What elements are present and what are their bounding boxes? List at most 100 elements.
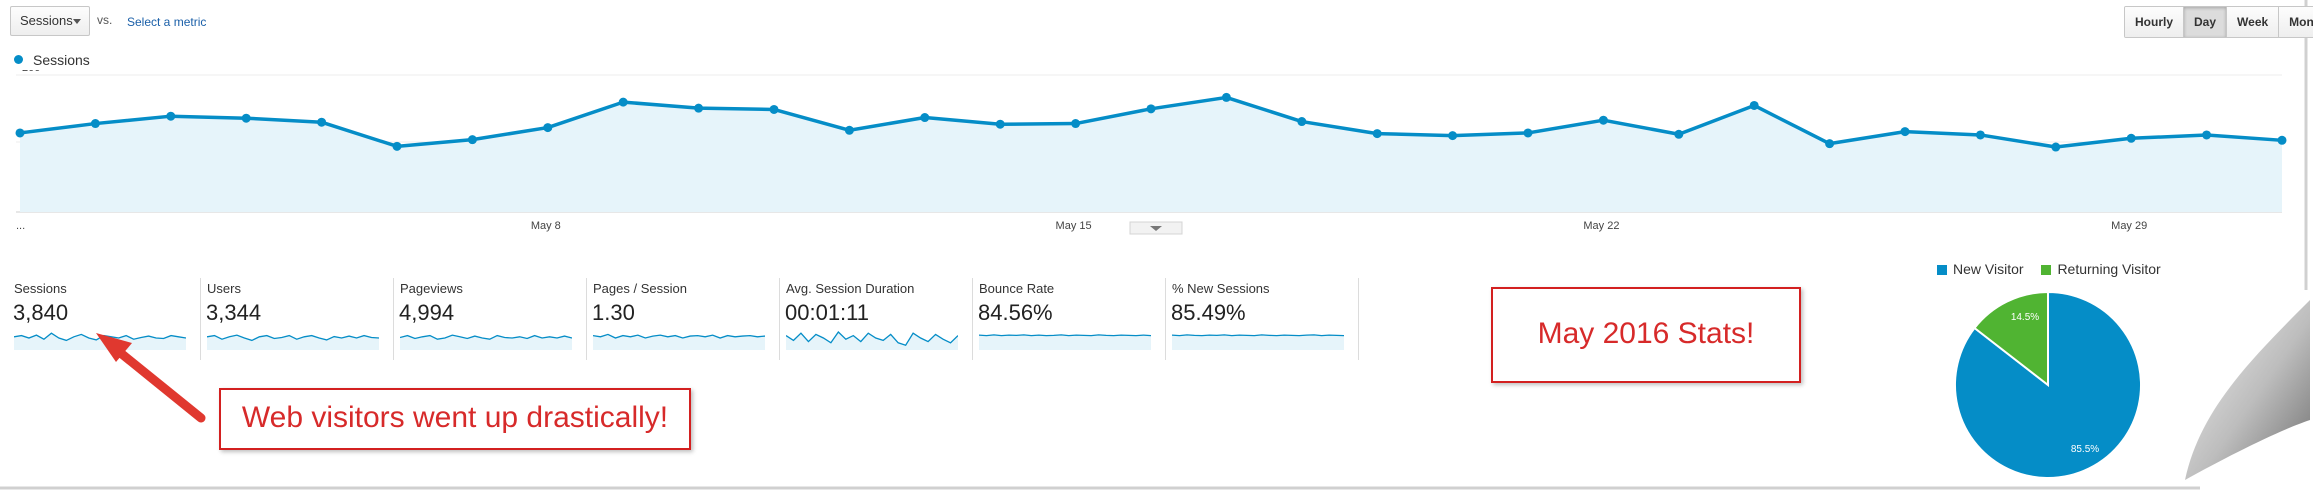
scorecard-value: 3,344 — [206, 300, 262, 325]
scorecard-value: 85.49% — [1171, 300, 1246, 325]
data-point[interactable] — [844, 125, 854, 135]
chevron-down-icon — [1150, 226, 1162, 231]
metric-select[interactable]: Sessions — [10, 6, 90, 36]
data-point[interactable] — [1900, 127, 1910, 137]
scorecard-label: % New Sessions — [1172, 281, 1270, 296]
sparkline — [593, 333, 765, 350]
pie-legend-new-visitor[interactable]: New Visitor — [1937, 261, 2024, 277]
sparkline-line — [207, 334, 379, 342]
sparkline — [1172, 334, 1344, 350]
sparkline-area — [1172, 334, 1344, 350]
interval-month-button[interactable]: Month — [2279, 7, 2313, 37]
chart-legend: Sessions — [14, 52, 90, 68]
sparkline-area — [979, 334, 1151, 350]
scorecard-pages-per-session[interactable]: Pages / Session 1.30 — [587, 278, 780, 360]
scorecard-label: Sessions — [14, 281, 67, 296]
pie-legend-label: Returning Visitor — [2057, 261, 2161, 277]
data-point[interactable] — [166, 111, 176, 121]
data-point[interactable] — [995, 119, 1005, 129]
data-point[interactable] — [1523, 128, 1533, 138]
data-point[interactable] — [1975, 130, 1985, 140]
annotation-may-stats: May 2016 Stats! — [1491, 287, 1801, 383]
data-point[interactable] — [543, 123, 553, 133]
data-point[interactable] — [618, 97, 628, 107]
sessions-area — [20, 97, 2282, 212]
data-point[interactable] — [1146, 104, 1156, 114]
scorecard-label: Avg. Session Duration — [786, 281, 915, 296]
pie-slice[interactable] — [1973, 290, 2049, 388]
returning-visitor-swatch — [2041, 265, 2052, 275]
data-point[interactable] — [1825, 139, 1835, 149]
scorecard-sessions[interactable]: Sessions 3,840 — [8, 278, 201, 360]
interval-hourly-button[interactable]: Hourly — [2125, 7, 2185, 37]
data-point[interactable] — [920, 113, 930, 123]
scorecard-value: 3,840 — [13, 300, 69, 325]
data-point[interactable] — [1674, 129, 1684, 139]
sparkline-line — [593, 333, 765, 339]
scorecard-value: 84.56% — [978, 300, 1053, 325]
scorecard-label: Pageviews — [400, 281, 463, 296]
data-point[interactable] — [1071, 119, 1081, 129]
x-tick-label: May 8 — [531, 220, 561, 232]
data-point[interactable] — [1372, 129, 1382, 139]
scorecard-label: Bounce Rate — [979, 281, 1055, 296]
scorecard-value: 4,994 — [399, 300, 455, 325]
sparkline-area — [786, 332, 958, 350]
legend-dot-icon — [14, 55, 23, 64]
data-point[interactable] — [1221, 92, 1231, 102]
data-point[interactable] — [1598, 115, 1608, 125]
scorecard-new-sessions[interactable]: % New Sessions 85.49% — [1166, 278, 1359, 360]
data-point[interactable] — [2202, 130, 2212, 140]
sparkline — [979, 334, 1151, 350]
sparkline-area — [207, 335, 379, 350]
pie-slice-label: 85.5% — [2071, 444, 2099, 455]
y-tick-label: 200 — [22, 70, 40, 74]
select-metric-link[interactable]: Select a metric — [127, 15, 207, 29]
scorecard-label: Users — [207, 281, 241, 296]
data-point[interactable] — [392, 141, 402, 151]
data-point[interactable] — [2277, 135, 2287, 145]
scorecard-bounce-rate[interactable]: Bounce Rate 84.56% — [973, 278, 1166, 360]
scorecard-avg-session-duration[interactable]: Avg. Session Duration 00:01:11 — [780, 278, 973, 360]
pie-slice-label: 14.5% — [2011, 312, 2039, 323]
sparkline-area — [593, 334, 765, 350]
data-point[interactable] — [1297, 117, 1307, 127]
data-point[interactable] — [1749, 100, 1759, 110]
data-point[interactable] — [467, 135, 477, 145]
x-tick-label: ... — [16, 220, 25, 232]
sparkline-line — [1172, 334, 1344, 337]
sparkline-area — [14, 333, 186, 350]
scorecard-label: Pages / Session — [593, 281, 687, 296]
data-point[interactable] — [1448, 131, 1458, 141]
data-point[interactable] — [2051, 142, 2061, 152]
data-point[interactable] — [2126, 133, 2136, 143]
sparkline — [207, 334, 379, 350]
scorecard-users[interactable]: Users 3,344 — [201, 278, 394, 360]
scorecard-value: 00:01:11 — [785, 300, 870, 325]
data-point[interactable] — [90, 119, 100, 129]
interval-toggle: Hourly Day Week Month — [2124, 6, 2313, 38]
legend-series-label: Sessions — [33, 52, 90, 68]
data-point[interactable] — [241, 113, 251, 123]
sparkline-line — [979, 334, 1151, 337]
data-point[interactable] — [317, 117, 327, 127]
sparkline-line — [400, 334, 572, 340]
sparkline — [786, 331, 958, 350]
annotation-visitors: Web visitors went up drastically! — [219, 388, 691, 450]
visitor-type-pie-chart: 85.5% 14.5% — [1954, 290, 2142, 479]
interval-week-button[interactable]: Week — [2227, 7, 2280, 37]
pie-legend-returning-visitor[interactable]: Returning Visitor — [2041, 261, 2161, 277]
interval-day-button[interactable]: Day — [2184, 7, 2228, 37]
data-point[interactable] — [694, 103, 704, 113]
scorecard-pageviews[interactable]: Pageviews 4,994 — [394, 278, 587, 360]
data-point[interactable] — [769, 104, 779, 114]
scorecard-row: Sessions 3,840 Users 3,344 Pageviews 4,9… — [8, 278, 1359, 360]
pie-legend: New Visitor Returning Visitor — [1937, 261, 2175, 277]
x-tick-label: May 15 — [1056, 220, 1092, 232]
data-point[interactable] — [15, 128, 25, 138]
sparkline — [14, 332, 186, 350]
metric-select-value: Sessions — [20, 13, 73, 28]
x-tick-label: May 22 — [1583, 220, 1619, 232]
new-visitor-swatch — [1937, 265, 1947, 275]
